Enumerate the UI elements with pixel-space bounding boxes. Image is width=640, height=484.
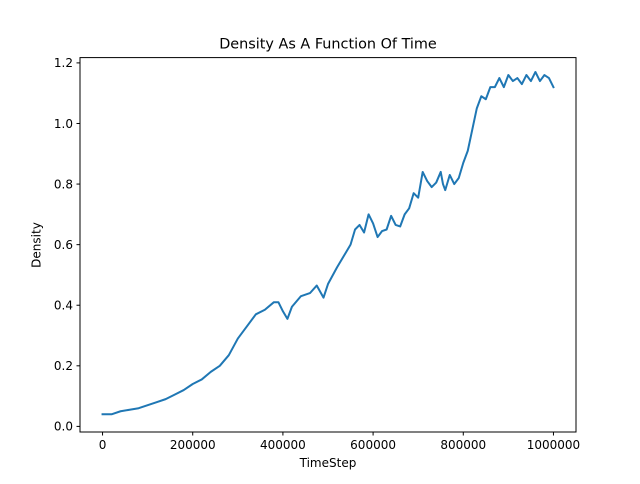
axes-frame bbox=[79, 57, 577, 433]
density-series-line bbox=[101, 70, 555, 416]
y-tick-label: 1.0 bbox=[54, 117, 73, 131]
x-tick-label: 0 bbox=[99, 438, 107, 452]
x-tick-label: 1000000 bbox=[527, 438, 580, 452]
x-tick-label: 600000 bbox=[350, 438, 396, 452]
x-tick-label: 800000 bbox=[440, 438, 486, 452]
y-tick-label: 0.6 bbox=[54, 238, 73, 252]
y-tick-label: 1.2 bbox=[54, 56, 73, 70]
y-axis-ticks: 0.0 0.2 0.4 0.6 0.8 1.0 1.2 bbox=[54, 56, 80, 434]
plot-area bbox=[79, 57, 577, 433]
y-tick-label: 0.2 bbox=[54, 359, 73, 373]
y-tick-label: 0.4 bbox=[54, 299, 73, 313]
x-axis-ticks: 0 200000 400000 600000 800000 1000000 bbox=[99, 432, 580, 452]
chart-title: Density As A Function Of Time bbox=[219, 37, 437, 53]
x-tick-label: 400000 bbox=[260, 438, 306, 452]
x-axis-label: TimeStep bbox=[299, 456, 357, 470]
y-tick-label: 0.8 bbox=[54, 177, 73, 191]
x-tick-label: 200000 bbox=[170, 438, 216, 452]
y-tick-label: 0.0 bbox=[54, 420, 73, 434]
y-axis-label: Density bbox=[30, 222, 44, 268]
